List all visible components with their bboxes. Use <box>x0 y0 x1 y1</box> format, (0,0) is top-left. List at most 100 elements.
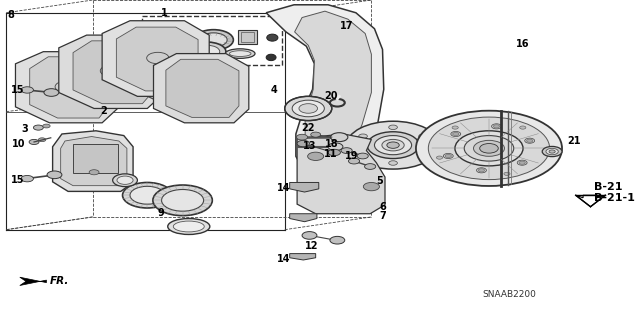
Circle shape <box>546 148 558 155</box>
Text: 11: 11 <box>324 149 338 159</box>
Text: 8: 8 <box>8 10 15 20</box>
Text: 7: 7 <box>379 211 386 221</box>
Circle shape <box>160 34 172 40</box>
Circle shape <box>504 172 510 175</box>
Text: 20: 20 <box>324 91 338 101</box>
Circle shape <box>122 182 172 208</box>
Circle shape <box>179 34 187 39</box>
Text: 14: 14 <box>276 254 290 264</box>
Circle shape <box>189 42 226 61</box>
Circle shape <box>358 134 367 138</box>
Circle shape <box>419 152 428 156</box>
Circle shape <box>480 144 499 153</box>
Circle shape <box>194 30 234 50</box>
Circle shape <box>364 182 380 191</box>
Circle shape <box>297 140 310 147</box>
Circle shape <box>161 189 204 211</box>
Text: 19: 19 <box>345 151 358 161</box>
Circle shape <box>452 132 459 136</box>
Circle shape <box>525 138 534 143</box>
Circle shape <box>478 169 484 172</box>
Ellipse shape <box>267 34 278 41</box>
Circle shape <box>157 32 175 41</box>
Text: 16: 16 <box>516 39 530 49</box>
Circle shape <box>520 126 526 129</box>
Circle shape <box>419 134 428 138</box>
Circle shape <box>428 117 550 180</box>
Text: 4: 4 <box>271 85 278 95</box>
Circle shape <box>388 161 397 165</box>
Text: 13: 13 <box>303 141 316 151</box>
Circle shape <box>477 168 486 173</box>
Polygon shape <box>15 52 118 123</box>
Ellipse shape <box>173 221 204 232</box>
Circle shape <box>455 131 523 166</box>
Circle shape <box>357 153 368 159</box>
Text: 6: 6 <box>379 202 386 212</box>
Text: 9: 9 <box>157 208 164 218</box>
Circle shape <box>416 111 562 186</box>
Circle shape <box>117 176 133 184</box>
Polygon shape <box>29 57 108 118</box>
Polygon shape <box>61 137 127 186</box>
Circle shape <box>348 158 360 164</box>
Circle shape <box>347 121 440 169</box>
Text: 18: 18 <box>325 139 339 149</box>
Circle shape <box>387 142 399 148</box>
Polygon shape <box>73 41 154 104</box>
Polygon shape <box>266 5 384 177</box>
Text: 10: 10 <box>12 139 26 149</box>
Circle shape <box>328 143 343 151</box>
Text: 5: 5 <box>377 176 383 186</box>
Ellipse shape <box>229 51 251 56</box>
Circle shape <box>299 104 317 113</box>
Polygon shape <box>290 214 317 222</box>
Circle shape <box>474 140 504 156</box>
Text: 12: 12 <box>305 241 319 251</box>
Circle shape <box>44 89 59 96</box>
Circle shape <box>47 171 62 179</box>
Circle shape <box>542 146 562 157</box>
Circle shape <box>330 236 345 244</box>
Polygon shape <box>158 65 182 70</box>
Ellipse shape <box>266 54 276 61</box>
Circle shape <box>549 150 556 153</box>
Circle shape <box>285 96 332 121</box>
Circle shape <box>21 87 33 93</box>
Bar <box>142 16 282 65</box>
Text: 2: 2 <box>100 106 108 116</box>
Polygon shape <box>297 134 385 214</box>
Circle shape <box>374 136 412 155</box>
Circle shape <box>195 45 220 58</box>
Ellipse shape <box>168 219 210 234</box>
Polygon shape <box>294 11 371 168</box>
Circle shape <box>38 138 46 142</box>
Circle shape <box>153 185 212 216</box>
Text: 1: 1 <box>161 8 168 19</box>
Circle shape <box>130 186 164 204</box>
Circle shape <box>492 124 502 129</box>
Circle shape <box>388 125 397 130</box>
Circle shape <box>382 139 404 151</box>
Text: B-21-1: B-21-1 <box>594 193 635 204</box>
Ellipse shape <box>225 49 255 58</box>
Circle shape <box>517 160 527 165</box>
Text: 21: 21 <box>568 136 581 146</box>
Text: 15: 15 <box>11 175 24 185</box>
Text: 22: 22 <box>301 123 315 133</box>
Text: B-21: B-21 <box>594 182 623 192</box>
Polygon shape <box>290 254 316 260</box>
Circle shape <box>341 148 352 153</box>
Circle shape <box>452 126 458 129</box>
Circle shape <box>367 132 419 159</box>
Polygon shape <box>73 144 118 173</box>
Polygon shape <box>136 41 203 102</box>
Polygon shape <box>20 277 47 286</box>
Circle shape <box>436 156 443 159</box>
Circle shape <box>43 124 50 128</box>
Circle shape <box>29 139 39 145</box>
Circle shape <box>21 175 33 182</box>
Circle shape <box>464 136 514 161</box>
Circle shape <box>451 131 461 137</box>
Text: SNAAB2200: SNAAB2200 <box>483 290 537 299</box>
